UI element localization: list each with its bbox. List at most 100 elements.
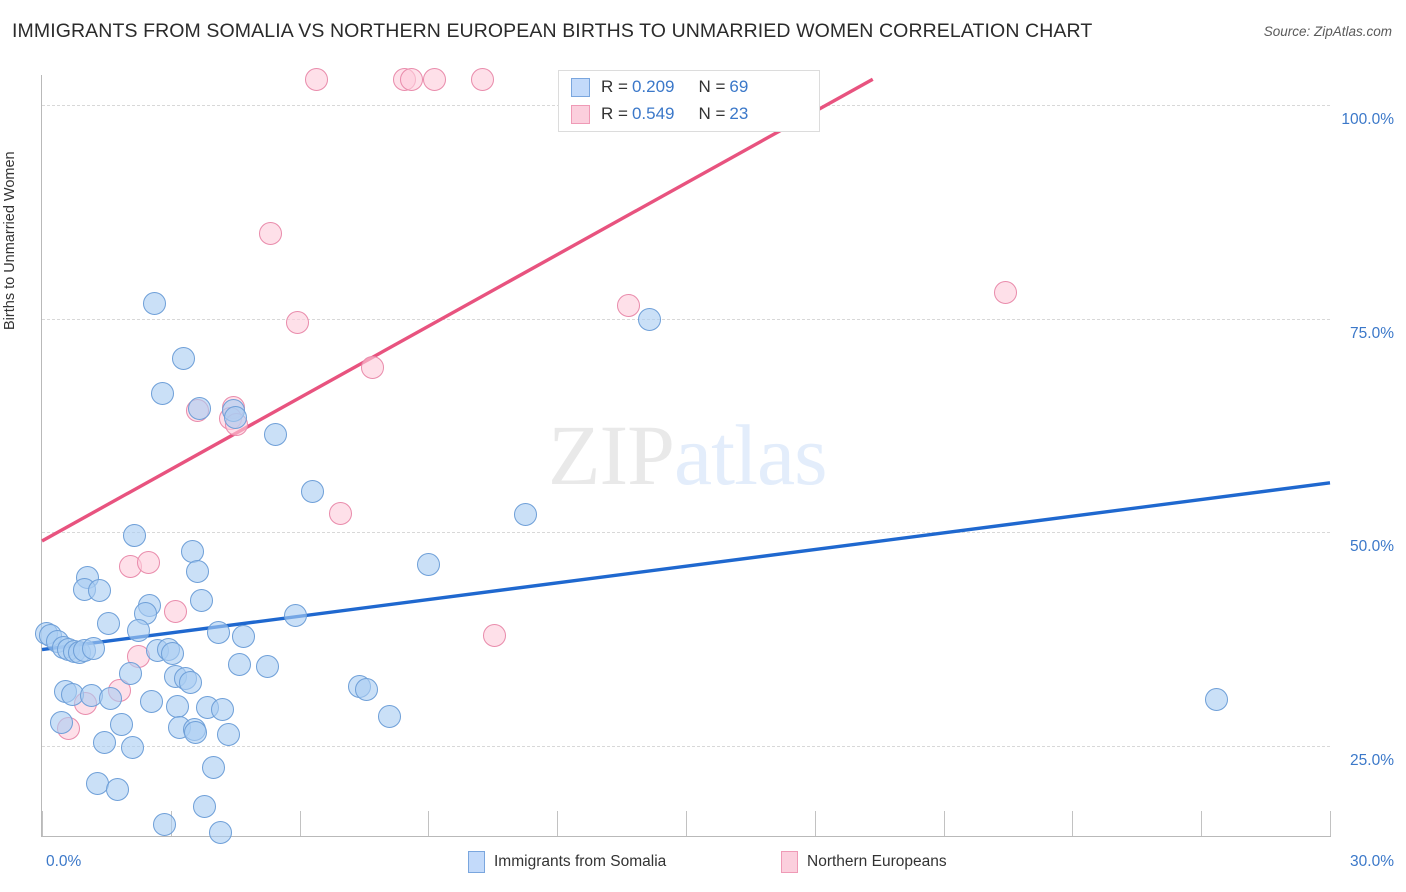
data-point[interactable]: [202, 756, 226, 780]
data-point[interactable]: [285, 310, 309, 334]
series-label-pink: Northern Europeans: [807, 853, 947, 870]
data-point[interactable]: [185, 560, 209, 584]
data-point[interactable]: [255, 655, 279, 679]
n-label-blue: N =: [698, 77, 726, 96]
trendline-northern-europeans: [41, 77, 874, 543]
data-point[interactable]: [161, 642, 185, 666]
data-point[interactable]: [97, 612, 121, 636]
data-point[interactable]: [217, 722, 241, 746]
y-axis-tick-label: 50.0%: [1350, 538, 1394, 556]
n-value-pink: 23: [729, 104, 749, 123]
data-point[interactable]: [143, 291, 167, 315]
data-point[interactable]: [378, 704, 402, 728]
data-point[interactable]: [264, 423, 288, 447]
data-point[interactable]: [152, 812, 176, 836]
data-point[interactable]: [513, 502, 537, 526]
n-value-blue: 69: [729, 77, 749, 96]
data-point[interactable]: [99, 686, 123, 710]
r-value-blue: 0.209: [631, 77, 675, 96]
data-point[interactable]: [172, 347, 196, 371]
x-axis-tick: [814, 811, 816, 836]
series-label-blue: Immigrants from Somalia: [494, 853, 667, 870]
data-point[interactable]: [136, 550, 160, 574]
data-point[interactable]: [223, 406, 247, 430]
x-axis-line: [41, 836, 1331, 837]
gridline: [42, 746, 1330, 748]
series-legend-northern-europeans[interactable]: Northern Europeans: [781, 851, 947, 873]
data-point[interactable]: [258, 221, 282, 245]
data-point[interactable]: [994, 280, 1018, 304]
data-point[interactable]: [127, 619, 151, 643]
data-point[interactable]: [206, 620, 230, 644]
trendline-immigrants-somalia: [41, 481, 1331, 652]
source-label: Source: ZipAtlas.com: [1263, 24, 1392, 39]
data-point[interactable]: [354, 678, 378, 702]
data-point[interactable]: [49, 710, 73, 734]
stats-legend: R = 0.209 N = 69 R = 0.549 N = 23: [558, 70, 820, 132]
data-point[interactable]: [192, 795, 216, 819]
y-axis-tick-label: 25.0%: [1350, 752, 1394, 770]
data-point[interactable]: [88, 579, 112, 603]
data-point[interactable]: [227, 653, 251, 677]
series-legend-immigrants-somalia[interactable]: Immigrants from Somalia: [468, 851, 666, 873]
data-point[interactable]: [305, 67, 329, 91]
series-swatch-pink: [781, 851, 798, 873]
gridline: [42, 318, 1330, 320]
data-point[interactable]: [180, 539, 204, 563]
data-point[interactable]: [423, 67, 447, 91]
y-axis-tick-label: 100.0%: [1341, 110, 1394, 128]
x-axis-tick: [428, 811, 430, 836]
r-value-pink: 0.549: [631, 104, 675, 123]
data-point[interactable]: [178, 670, 202, 694]
trend-lines: [41, 77, 1331, 652]
x-axis-tick: [299, 811, 301, 836]
data-point[interactable]: [483, 624, 507, 648]
data-point[interactable]: [165, 694, 189, 718]
data-point[interactable]: [232, 625, 256, 649]
data-point[interactable]: [92, 731, 116, 755]
data-point[interactable]: [82, 637, 106, 661]
data-point[interactable]: [616, 293, 640, 317]
data-point[interactable]: [184, 721, 208, 745]
x-axis-tick: [42, 811, 43, 836]
data-point[interactable]: [105, 778, 129, 802]
y-axis-title: Births to Unmarried Women: [2, 151, 18, 330]
data-point[interactable]: [328, 502, 352, 526]
stats-legend-row-pink: R = 0.549 N = 23: [571, 101, 748, 127]
data-point[interactable]: [150, 381, 174, 405]
x-axis-tick: [686, 811, 687, 836]
x-axis-tick: [943, 811, 945, 836]
data-point[interactable]: [118, 662, 142, 686]
y-axis-line: [41, 75, 42, 836]
y-axis-tick-label: 75.0%: [1350, 324, 1394, 342]
data-point[interactable]: [190, 589, 214, 613]
legend-swatch-blue: [571, 77, 590, 97]
data-point[interactable]: [120, 735, 144, 759]
data-point[interactable]: [109, 713, 133, 737]
x-axis-tick: [1201, 811, 1203, 836]
data-point[interactable]: [122, 524, 146, 548]
legend-swatch-pink: [571, 104, 590, 124]
data-point[interactable]: [208, 821, 232, 845]
data-point[interactable]: [300, 479, 324, 503]
data-point[interactable]: [399, 67, 423, 91]
data-point[interactable]: [283, 603, 307, 627]
data-point[interactable]: [1204, 687, 1228, 711]
gridline: [42, 532, 1330, 534]
r-label-blue: R =: [601, 77, 628, 96]
page-title: IMMIGRANTS FROM SOMALIA VS NORTHERN EURO…: [12, 20, 1093, 42]
x-axis-tick: [557, 811, 559, 836]
data-point[interactable]: [416, 553, 440, 577]
data-point[interactable]: [361, 355, 385, 379]
data-point[interactable]: [188, 396, 212, 420]
data-point[interactable]: [638, 308, 661, 332]
data-point[interactable]: [139, 690, 163, 714]
x-axis-min-label: 0.0%: [46, 853, 82, 870]
data-point[interactable]: [470, 67, 494, 91]
data-point[interactable]: [163, 600, 187, 624]
r-label-pink: R =: [601, 104, 628, 123]
stats-legend-row-blue: R = 0.209 N = 69: [571, 74, 748, 100]
data-point[interactable]: [210, 697, 234, 721]
x-axis-max-label: 30.0%: [1350, 853, 1394, 870]
